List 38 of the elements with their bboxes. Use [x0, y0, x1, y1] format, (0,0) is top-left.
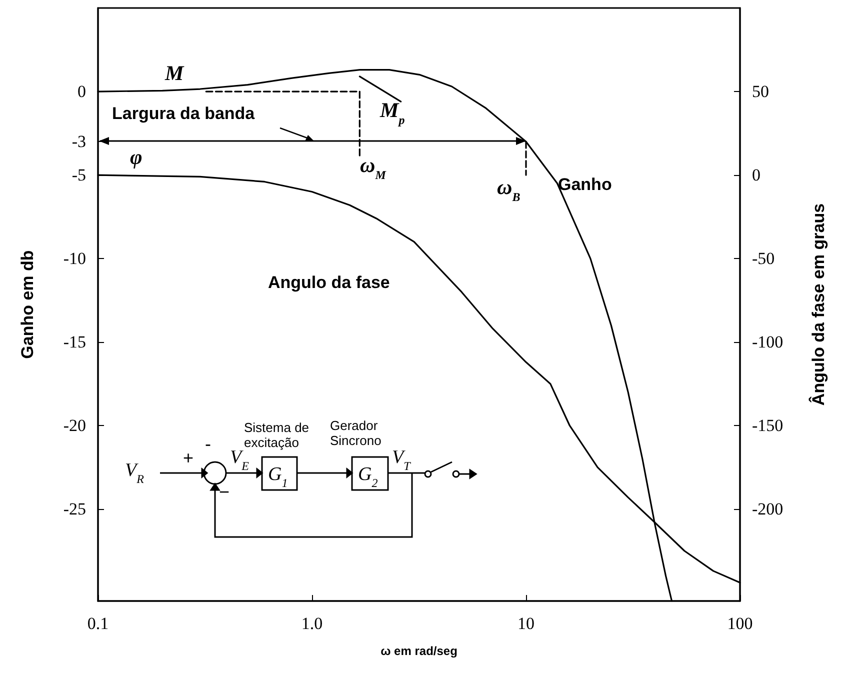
y-tick-label: -5 — [72, 166, 86, 185]
annotation: M$_{p}$ — [379, 98, 405, 127]
annotation: − — [219, 482, 230, 502]
x-tick-label: 100 — [727, 614, 753, 633]
annotation: Angulo da fase — [268, 273, 390, 292]
annotation: V$_{E}$ — [230, 447, 250, 473]
y2-tick-label: -100 — [752, 332, 784, 352]
y2-tick-label: 0 — [752, 166, 760, 185]
annotation: V$_{T}$ — [392, 447, 412, 473]
x-tick-label: 0.1 — [87, 614, 109, 633]
x-tick-label: 10 — [518, 614, 534, 633]
y-tick-label: -15 — [63, 332, 86, 352]
annotation: M — [164, 61, 185, 85]
annotation: G$_{2}$ — [358, 464, 378, 490]
y2-axis-title: Ângulo da fase em graus — [808, 203, 828, 406]
annotation: V$_{R}$ — [125, 460, 145, 486]
annotation: ω$_{B}$ — [497, 175, 520, 204]
annotation: G$_{1}$ — [268, 464, 288, 490]
annotation: φ — [130, 145, 142, 169]
annotation: ω$_{M}$ — [360, 153, 386, 182]
annotation: Largura da banda — [112, 104, 256, 123]
y-tick-label: -20 — [63, 416, 86, 436]
annotation: - — [205, 434, 211, 454]
y2-tick-label: -150 — [752, 416, 784, 436]
y2-tick-label: -50 — [752, 249, 775, 268]
annotation: Gerador Sincrono — [330, 418, 382, 448]
annotation: Sistema de excitação — [244, 420, 310, 450]
y2-tick-label: -200 — [752, 500, 784, 519]
annotation: + — [183, 448, 194, 468]
x-axis-title: ω em rad/seg — [380, 644, 458, 658]
y2-tick-label: 50 — [752, 82, 769, 102]
x-tick-label: 1.0 — [301, 614, 323, 633]
y-tick-label: -3 — [72, 132, 86, 152]
y-axis-title: Ganho em db — [18, 250, 37, 359]
y-tick-label: -10 — [63, 249, 86, 268]
annotation: Ganho — [558, 175, 612, 194]
y-tick-label: 0 — [78, 82, 86, 102]
y-tick-label: -25 — [63, 500, 86, 519]
